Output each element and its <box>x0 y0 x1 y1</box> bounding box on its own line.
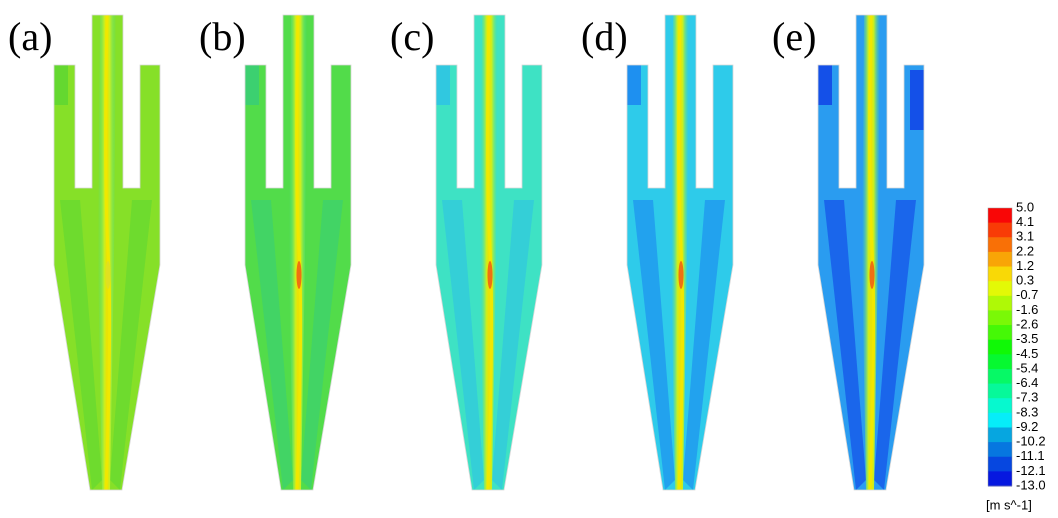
colorbar-label: -3.5 <box>1016 331 1038 346</box>
colorbar-label: -10.2 <box>1016 434 1046 449</box>
colorbar-label: 0.3 <box>1016 273 1034 288</box>
contour <box>422 10 562 500</box>
colorbar-segment <box>988 281 1012 296</box>
cyclone-panel: (a) <box>8 10 180 500</box>
colorbar-segment <box>988 340 1012 355</box>
colorbar-segment <box>988 413 1012 428</box>
colorbar-label: -5.4 <box>1016 360 1038 375</box>
inlet-region <box>818 65 832 105</box>
colorbar-label: -11.1 <box>1016 448 1045 463</box>
colorbar-label: -7.3 <box>1016 390 1038 405</box>
colorbar-segment <box>988 223 1012 238</box>
colorbar-segment <box>988 427 1012 442</box>
figure: (a)(b)(c)(d)(e) 5.04.13.12.21.20.3-0.7-1… <box>0 0 1058 518</box>
contour <box>613 10 753 500</box>
colorbar-segment <box>988 369 1012 384</box>
colorbar-label: 3.1 <box>1016 229 1034 244</box>
colorbar-label: -8.3 <box>1016 404 1038 419</box>
colorbar-segment <box>988 398 1012 413</box>
inlet-region <box>627 65 641 105</box>
panel-label: (a) <box>8 14 52 59</box>
hot-spot <box>679 261 684 289</box>
contour <box>804 10 944 500</box>
colorbar-segment <box>988 384 1012 399</box>
colorbar-segment <box>988 267 1012 282</box>
inlet-region <box>910 70 924 130</box>
cyclone-panel: (d) <box>581 10 753 500</box>
inlet-region <box>436 65 450 105</box>
colorbar-label: -0.7 <box>1016 287 1038 302</box>
colorbar-label: 2.2 <box>1016 243 1034 258</box>
cyclone-panel: (c) <box>390 10 562 500</box>
colorbar-label: 1.2 <box>1016 258 1034 273</box>
cyclone-panel: (b) <box>199 10 371 500</box>
panel-label: (e) <box>772 14 816 59</box>
colorbar-label: -2.6 <box>1016 316 1038 331</box>
colorbar-segment <box>988 252 1012 267</box>
colorbar-segment <box>988 457 1012 472</box>
hot-spot <box>297 261 302 289</box>
colorbar-segment <box>988 237 1012 252</box>
colorbar-segment <box>988 310 1012 325</box>
cyclone-panel: (e) <box>772 10 944 500</box>
colorbar-label: 5.0 <box>1016 199 1034 214</box>
contour <box>40 10 180 500</box>
colorbar-segment <box>988 442 1012 457</box>
hot-spot <box>488 261 493 289</box>
colorbar-label: -12.1 <box>1016 463 1046 478</box>
colorbar-label: 4.1 <box>1016 214 1034 229</box>
colorbar-label: -1.6 <box>1016 302 1038 317</box>
colorbar-label: -4.5 <box>1016 346 1038 361</box>
colorbar-label: -6.4 <box>1016 375 1038 390</box>
colorbar-segment <box>988 296 1012 311</box>
panel-label: (b) <box>199 14 246 59</box>
contour <box>231 10 371 500</box>
colorbar-label: -13.0 <box>1016 477 1046 492</box>
hot-spot <box>870 261 875 289</box>
colorbar-segment <box>988 354 1012 369</box>
panel-label: (d) <box>581 14 628 59</box>
panel-label: (c) <box>390 14 434 59</box>
colorbar-unit: [m s^-1] <box>986 497 1032 512</box>
colorbar-segment <box>988 208 1012 223</box>
colorbar-segment <box>988 471 1012 486</box>
inlet-region <box>54 65 68 105</box>
hot-spot <box>106 261 111 289</box>
colorbar-segment <box>988 325 1012 340</box>
inlet-region <box>245 65 259 105</box>
colorbar-label: -9.2 <box>1016 419 1038 434</box>
